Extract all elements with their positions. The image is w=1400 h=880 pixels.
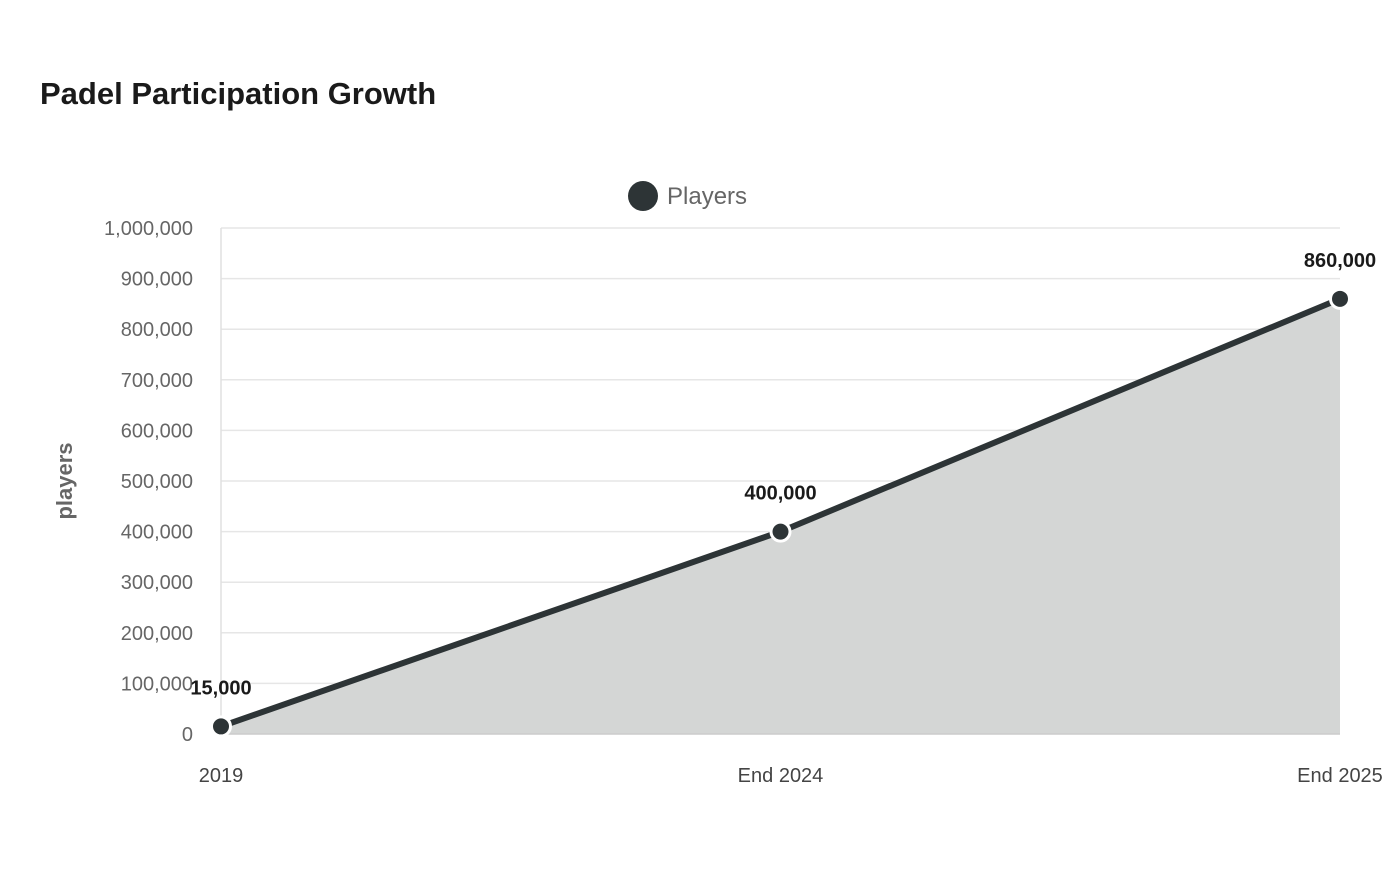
y-tick-label: 700,000 bbox=[121, 370, 193, 392]
y-tick-labels: 0 100,000 200,000 300,000 400,000 500,000 600,… bbox=[104, 218, 193, 746]
x-tick-label: End 2024 bbox=[738, 765, 824, 787]
y-axis-title: players bbox=[52, 442, 77, 519]
y-tick-label: 800,000 bbox=[121, 319, 193, 341]
y-tick-label: 1,000,000 bbox=[104, 218, 193, 240]
data-point[interactable] bbox=[1329, 287, 1351, 310]
data-label: 860,000 bbox=[1304, 250, 1376, 272]
data-label: 15,000 bbox=[190, 677, 251, 699]
data-points bbox=[210, 287, 1351, 738]
y-tick-label: 0 bbox=[182, 724, 193, 746]
area-fill-layer bbox=[221, 298, 1340, 734]
y-tick-label: 200,000 bbox=[121, 623, 193, 645]
y-tick-label: 400,000 bbox=[121, 522, 193, 544]
chart-title: Padel Participation Growth bbox=[40, 76, 437, 111]
legend-label-players: Players bbox=[667, 183, 747, 210]
axes bbox=[220, 228, 1340, 735]
data-point[interactable] bbox=[769, 520, 792, 543]
y-tick-label: 600,000 bbox=[121, 420, 193, 442]
y-tick-label: 900,000 bbox=[121, 269, 193, 291]
x-tick-label: End 2025 bbox=[1297, 765, 1383, 787]
legend[interactable]: Players bbox=[628, 181, 747, 211]
x-tick-label: 2019 bbox=[199, 765, 244, 787]
data-labels: 15,000 400,000 860,000 bbox=[190, 250, 1376, 700]
legend-marker-players bbox=[628, 181, 658, 211]
y-tick-label: 100,000 bbox=[121, 673, 193, 695]
y-tick-label: 500,000 bbox=[121, 471, 193, 493]
data-point[interactable] bbox=[210, 715, 232, 738]
data-label: 400,000 bbox=[744, 483, 816, 505]
series-area-players bbox=[221, 298, 1340, 734]
x-tick-labels: 2019 End 2024 End 2025 bbox=[199, 765, 1383, 787]
y-tick-label: 300,000 bbox=[121, 572, 193, 594]
